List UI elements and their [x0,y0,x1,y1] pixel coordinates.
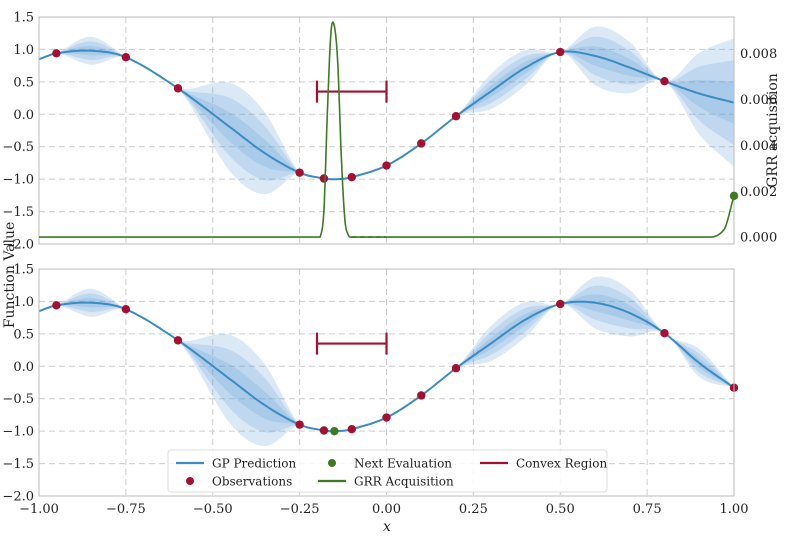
top-observation-point [660,77,669,86]
bottom-ytick-label: 0.0 [13,360,34,375]
bottom-xtick-label: 0.25 [459,502,488,517]
top-ytick-label: 1.0 [13,43,34,58]
bottom-ytick-label: −1.5 [2,457,34,472]
top-panel: 1.5 1.0 0.5 0.0 −0.5 −1.0 −1.5 −2.0 0.008 0.006 0.… [2,11,781,253]
y2tick-label: 0.006 [740,93,777,108]
top-observation-point [556,47,565,57]
legend-label: Observations [212,475,292,489]
bottom-ytick-label: −0.5 [2,392,34,407]
top-ytick-label: −0.5 [2,140,34,155]
legend-swatch-2 [328,459,336,467]
bottom-xtick-label: 0.00 [372,502,401,517]
bottom-observation-point [382,413,391,422]
legend-box [167,449,608,493]
y2tick-label: 0.002 [740,185,777,200]
grr-acquisition-line [39,21,735,238]
bottom-xtick-label: −1.00 [19,502,59,517]
top-observation-point [121,53,131,62]
top-gp-prediction-line [38,49,735,181]
bottom-observation-point [52,301,61,310]
top-observation-point [451,112,461,121]
top-ytick-label: 0.5 [13,75,34,90]
bottom-xtick-label: −0.50 [193,502,233,517]
bottom-observation-point [417,391,426,400]
y2-axis-label: GRR acquisition [765,73,781,188]
bottom-observation-point [173,336,183,345]
bottom-uncertainty-band-2 [39,285,734,433]
top-observation-point [319,174,329,183]
top-next-evaluation-point [729,191,739,201]
y2tick-label: 0.008 [740,47,777,62]
top-observation-point [347,172,356,182]
top-observation-point [173,84,183,93]
top-observation-point [417,139,426,148]
top-observation-point [295,168,304,177]
bottom-observation-point [319,426,329,435]
top-observation-point [382,161,391,170]
bottom-gp-prediction-line [38,300,735,433]
legend: GP Prediction Observations Next Evaluation… [167,449,608,493]
bottom-ytick-label: 1.0 [13,295,34,310]
top-ytick-label: −2.0 [2,238,34,253]
top-observation-point [52,49,61,58]
bottom-xtick-label: 0.75 [633,502,662,517]
bottom-observation-point [660,329,669,338]
legend-label: Convex Region [516,457,607,471]
bottom-ytick-label: 1.5 [13,263,34,278]
top-ytick-label: 0.0 [13,108,34,123]
top-ytick-label: −1.5 [2,205,34,220]
x-axis-label: x [383,519,391,535]
bottom-observation-point [556,299,565,309]
bottom-next-evaluation-point [330,426,339,436]
top-ytick-label: −1.0 [2,173,34,188]
bottom-observation-point [295,420,304,429]
legend-label: Next Evaluation [354,457,452,471]
legend-swatch-1 [186,477,194,485]
bottom-xtick-label: 1.00 [720,502,749,517]
top-ytick-label: 1.5 [13,11,34,26]
bottom-ytick-label: −2.0 [2,490,34,505]
y-axis-label: Function Value [2,222,18,329]
y2tick-label: 0.000 [740,231,777,246]
bottom-xtick-label: −0.75 [106,502,146,517]
top-axes-frame [38,16,735,245]
top-uncertainty-band-2 [39,36,734,181]
bottom-observation-point [347,424,356,434]
bottom-xtick-label: −0.25 [280,502,320,517]
bottom-axes-frame [38,268,735,497]
legend-label: GP Prediction [212,457,297,471]
y2tick-label: 0.004 [740,139,777,154]
bottom-xtick-label: 0.50 [546,502,575,517]
legend-label: GRR Acquisition [354,475,454,489]
bottom-observation-point [451,364,461,373]
bottom-observation-point [121,305,131,314]
bottom-ytick-label: 0.5 [13,327,34,342]
bottom-ytick-label: −1.0 [2,425,34,440]
